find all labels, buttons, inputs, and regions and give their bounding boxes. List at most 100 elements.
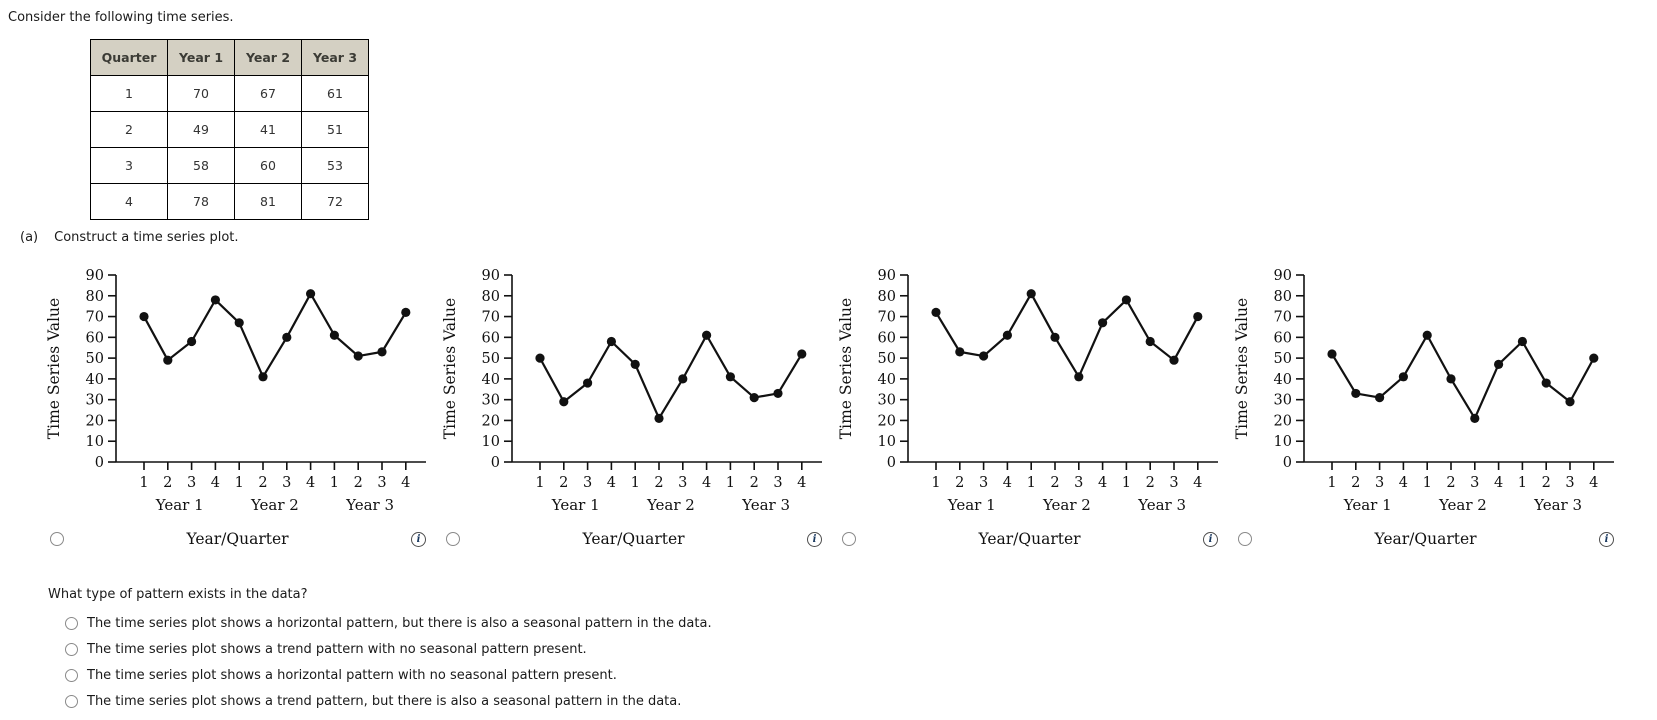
- svg-text:4: 4: [1003, 475, 1012, 491]
- table-cell: 51: [301, 111, 369, 148]
- svg-text:2: 2: [559, 475, 568, 491]
- table-cell: 49: [167, 111, 235, 148]
- info-icon[interactable]: i: [1203, 531, 1218, 547]
- svg-text:0: 0: [491, 455, 500, 471]
- answer-option-2-label: The time series plot shows a trend patte…: [87, 641, 587, 657]
- svg-text:4: 4: [1589, 475, 1598, 491]
- plot-option-3-footer: Year/Quarter i: [834, 529, 1230, 549]
- answer-option-4-label: The time series plot shows a trend patte…: [87, 693, 682, 709]
- info-icon[interactable]: i: [411, 531, 426, 547]
- answer-option-1-label: The time series plot shows a horizontal …: [87, 615, 712, 631]
- svg-text:1: 1: [931, 475, 940, 491]
- plot-option-4-footer: Year/Quarter i: [1230, 529, 1626, 549]
- svg-text:1: 1: [1122, 475, 1131, 491]
- svg-text:4: 4: [1098, 475, 1107, 491]
- plot-option-1-radio[interactable]: [50, 532, 64, 546]
- answer-option-1-radio[interactable]: [65, 616, 78, 630]
- info-icon[interactable]: i: [807, 531, 822, 547]
- svg-text:50: 50: [1274, 351, 1292, 367]
- table-header-cell: Quarter: [90, 39, 168, 76]
- answer-option-1[interactable]: The time series plot shows a horizontal …: [65, 615, 1657, 631]
- svg-text:30: 30: [86, 393, 104, 409]
- plot-option-4-radio[interactable]: [1238, 532, 1252, 546]
- answer-option-4-radio[interactable]: [65, 694, 78, 708]
- table-cell: 4: [90, 183, 168, 220]
- svg-text:3: 3: [1074, 475, 1083, 491]
- svg-text:Year 2: Year 2: [1438, 496, 1487, 514]
- svg-text:30: 30: [1274, 393, 1292, 409]
- time-series-plot-option-2: 0 10 20 30 40 50 60 70 80 90 1 2 3 4 1 2 3 4 1 2 3 4 Year 1 Yea…: [438, 249, 834, 549]
- svg-text:3: 3: [979, 475, 988, 491]
- svg-text:70: 70: [482, 310, 500, 326]
- svg-text:40: 40: [878, 372, 896, 388]
- time-series-plot-option-4: 0 10 20 30 40 50 60 70 80 90 1 2 3 4 1 2 3 4 1 2 3 4 Year 1 Yea…: [1230, 249, 1626, 549]
- svg-text:10: 10: [86, 434, 104, 450]
- answer-option-2-radio[interactable]: [65, 642, 78, 656]
- table-header-cell: Year 3: [301, 39, 369, 76]
- table-cell: 3: [90, 147, 168, 184]
- svg-text:40: 40: [1274, 372, 1292, 388]
- pattern-question: What type of pattern exists in the data?: [48, 587, 308, 602]
- svg-text:1: 1: [1027, 475, 1036, 491]
- svg-text:2: 2: [1351, 475, 1360, 491]
- table-cell: 70: [167, 75, 235, 112]
- svg-text:3: 3: [187, 475, 196, 491]
- svg-text:3: 3: [773, 475, 782, 491]
- plot-option-2-footer: Year/Quarter i: [438, 529, 834, 549]
- svg-text:80: 80: [86, 289, 104, 305]
- part-a-label: (a): [20, 230, 39, 245]
- intro-text: Consider the following time series.: [8, 10, 234, 25]
- svg-text:3: 3: [678, 475, 687, 491]
- answer-option-2[interactable]: The time series plot shows a trend patte…: [65, 641, 1657, 657]
- answer-option-3[interactable]: The time series plot shows a horizontal …: [65, 667, 1657, 683]
- svg-text:50: 50: [482, 351, 500, 367]
- info-icon[interactable]: i: [1599, 531, 1614, 547]
- svg-text:4: 4: [1494, 475, 1503, 491]
- svg-text:4: 4: [306, 475, 315, 491]
- plot-option-2-radio[interactable]: [446, 532, 460, 546]
- table-header-cell: Year 1: [167, 39, 235, 76]
- table-header-row: Quarter Year 1 Year 2 Year 3: [90, 39, 369, 76]
- svg-text:1: 1: [235, 475, 244, 491]
- table-cell: 58: [167, 147, 235, 184]
- svg-text:60: 60: [86, 330, 104, 346]
- svg-text:1: 1: [631, 475, 640, 491]
- svg-text:10: 10: [1274, 434, 1292, 450]
- svg-text:3: 3: [1565, 475, 1574, 491]
- svg-text:Year 1: Year 1: [551, 496, 600, 514]
- svg-text:0: 0: [95, 455, 104, 471]
- svg-text:40: 40: [482, 372, 500, 388]
- svg-text:80: 80: [482, 289, 500, 305]
- part-a-prompt: (a) Construct a time series plot.: [20, 230, 1657, 245]
- svg-text:Year 3: Year 3: [1137, 496, 1186, 514]
- svg-text:90: 90: [1274, 268, 1292, 284]
- answer-option-4[interactable]: The time series plot shows a trend patte…: [65, 693, 1657, 709]
- svg-text:70: 70: [878, 310, 896, 326]
- svg-text:20: 20: [482, 413, 500, 429]
- svg-text:Year 2: Year 2: [1042, 496, 1091, 514]
- svg-text:2: 2: [258, 475, 267, 491]
- svg-text:Year 1: Year 1: [947, 496, 996, 514]
- svg-text:Year 1: Year 1: [1343, 496, 1392, 514]
- svg-text:20: 20: [878, 413, 896, 429]
- table-cell: 61: [301, 75, 369, 112]
- svg-text:10: 10: [482, 434, 500, 450]
- answer-option-3-radio[interactable]: [65, 668, 78, 682]
- plot-option-3-radio[interactable]: [842, 532, 856, 546]
- svg-text:70: 70: [86, 310, 104, 326]
- svg-text:2: 2: [750, 475, 759, 491]
- svg-text:3: 3: [1169, 475, 1178, 491]
- svg-text:20: 20: [86, 413, 104, 429]
- svg-text:80: 80: [878, 289, 896, 305]
- svg-text:60: 60: [878, 330, 896, 346]
- table-cell: 60: [234, 147, 302, 184]
- table-row: 3 58 60 53: [90, 147, 369, 184]
- svg-text:Time Series Value: Time Series Value: [1233, 298, 1251, 439]
- answer-option-3-label: The time series plot shows a horizontal …: [87, 667, 617, 683]
- svg-text:1: 1: [330, 475, 339, 491]
- table-cell: 2: [90, 111, 168, 148]
- svg-text:Year 3: Year 3: [741, 496, 790, 514]
- svg-text:Time Series Value: Time Series Value: [441, 298, 459, 439]
- svg-text:Year 2: Year 2: [646, 496, 695, 514]
